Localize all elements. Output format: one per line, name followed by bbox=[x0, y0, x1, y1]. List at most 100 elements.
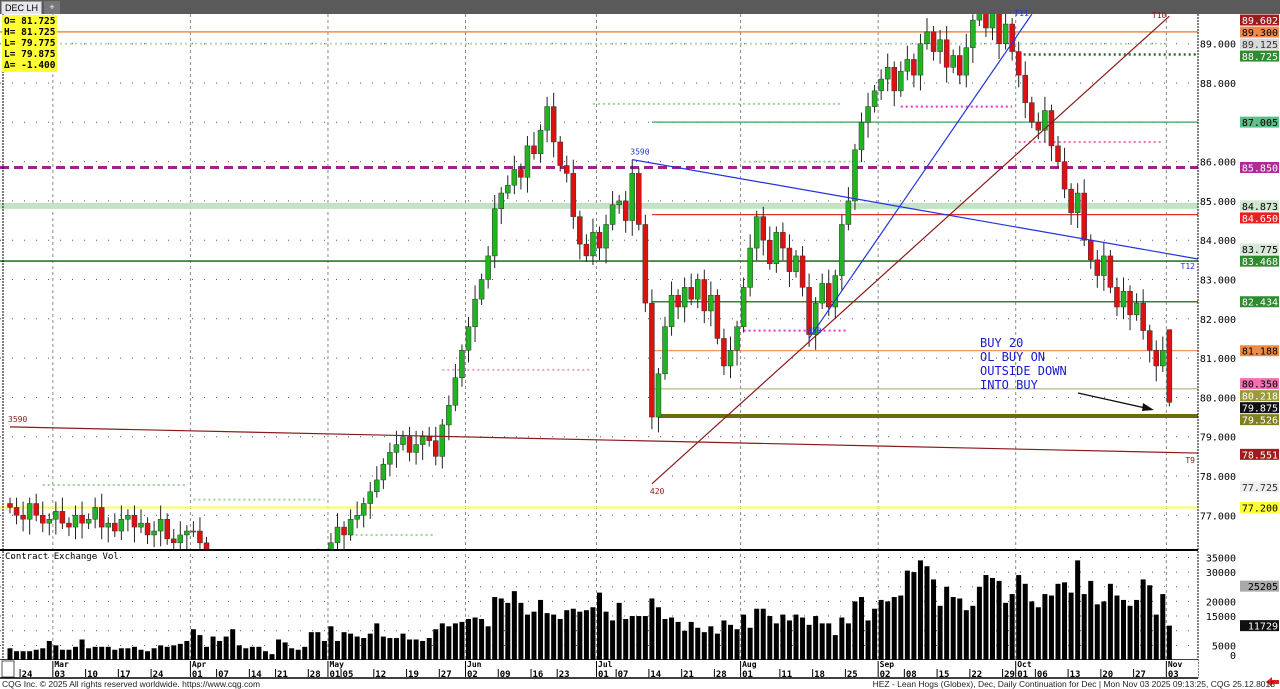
volume-bar[interactable] bbox=[1022, 583, 1028, 660]
volume-bar[interactable] bbox=[1048, 595, 1054, 660]
volume-bar[interactable] bbox=[1166, 625, 1172, 660]
volume-bar[interactable] bbox=[800, 617, 806, 660]
volume-bar[interactable] bbox=[1121, 599, 1126, 660]
candle[interactable] bbox=[53, 511, 59, 520]
candle[interactable] bbox=[419, 436, 426, 445]
candle[interactable] bbox=[721, 338, 727, 367]
candle[interactable] bbox=[675, 294, 681, 308]
volume-bar[interactable] bbox=[262, 651, 268, 660]
volume-bar[interactable] bbox=[341, 632, 347, 660]
candle[interactable] bbox=[347, 518, 354, 536]
candle[interactable] bbox=[767, 239, 773, 265]
volume-bar[interactable] bbox=[105, 646, 111, 660]
volume-bar[interactable] bbox=[46, 640, 52, 660]
volume-bar[interactable] bbox=[531, 611, 537, 660]
candle[interactable] bbox=[511, 169, 518, 186]
candle[interactable] bbox=[518, 169, 524, 178]
volume-bar[interactable] bbox=[177, 643, 183, 660]
volume-bar[interactable] bbox=[315, 632, 321, 660]
volume-bar[interactable] bbox=[223, 636, 229, 660]
candle[interactable] bbox=[20, 515, 26, 520]
volume-bar[interactable] bbox=[446, 626, 452, 660]
volume-bar[interactable] bbox=[158, 645, 164, 660]
volume-bar[interactable] bbox=[230, 629, 236, 660]
volume-bar[interactable] bbox=[492, 597, 498, 660]
candle[interactable] bbox=[190, 530, 197, 533]
candle[interactable] bbox=[400, 436, 406, 445]
volume-bar[interactable] bbox=[662, 618, 668, 660]
candle[interactable] bbox=[884, 67, 891, 80]
volume-bar[interactable] bbox=[917, 560, 923, 660]
volume-bar[interactable] bbox=[367, 633, 373, 660]
volume-bar[interactable] bbox=[472, 617, 478, 660]
candle[interactable] bbox=[112, 522, 118, 532]
volume-bar[interactable] bbox=[557, 618, 563, 660]
volume-bar[interactable] bbox=[924, 566, 930, 660]
volume-bar[interactable] bbox=[806, 624, 812, 660]
volume-bar[interactable] bbox=[413, 639, 419, 660]
candle[interactable] bbox=[131, 515, 138, 528]
volume-bar[interactable] bbox=[1107, 583, 1113, 660]
candle[interactable] bbox=[917, 43, 924, 76]
volume-bar[interactable] bbox=[891, 597, 897, 660]
candle[interactable] bbox=[26, 503, 33, 520]
candle[interactable] bbox=[79, 515, 85, 524]
volume-bar[interactable] bbox=[407, 639, 413, 660]
candle[interactable] bbox=[157, 518, 164, 532]
volume-bar[interactable] bbox=[112, 649, 118, 660]
candle[interactable] bbox=[1146, 330, 1153, 351]
candle[interactable] bbox=[1114, 287, 1120, 308]
candle[interactable] bbox=[708, 294, 714, 312]
volume-bar[interactable] bbox=[40, 648, 46, 660]
candle[interactable] bbox=[1140, 302, 1146, 331]
volume-bar[interactable] bbox=[86, 648, 92, 660]
volume-bar[interactable] bbox=[479, 618, 485, 660]
add-tab-button[interactable]: + bbox=[44, 1, 60, 14]
candle[interactable] bbox=[1074, 192, 1081, 213]
volume-bar[interactable] bbox=[957, 598, 963, 660]
candle[interactable] bbox=[642, 224, 649, 304]
volume-bar[interactable] bbox=[145, 651, 151, 660]
volume-bar[interactable] bbox=[649, 598, 655, 660]
candle[interactable] bbox=[544, 106, 550, 131]
candle[interactable] bbox=[957, 55, 963, 76]
volume-bar[interactable] bbox=[518, 602, 524, 660]
candle[interactable] bbox=[1009, 23, 1015, 52]
candle[interactable] bbox=[439, 424, 446, 457]
candle[interactable] bbox=[688, 287, 694, 300]
candle[interactable] bbox=[33, 503, 39, 516]
volume-bar[interactable] bbox=[524, 614, 530, 660]
volume-bar[interactable] bbox=[321, 640, 327, 660]
volume-bar[interactable] bbox=[786, 620, 792, 660]
volume-bar[interactable] bbox=[1003, 602, 1009, 660]
candle[interactable] bbox=[505, 184, 511, 194]
candle[interactable] bbox=[649, 302, 655, 418]
volume-bar[interactable] bbox=[839, 617, 845, 660]
candle[interactable] bbox=[1048, 110, 1055, 147]
volume-bar[interactable] bbox=[1160, 594, 1166, 660]
volume-bar[interactable] bbox=[931, 579, 937, 660]
volume-bar[interactable] bbox=[577, 611, 583, 660]
candle[interactable] bbox=[734, 326, 740, 351]
candle[interactable] bbox=[13, 507, 20, 516]
volume-bar[interactable] bbox=[813, 616, 819, 660]
candle[interactable] bbox=[1127, 291, 1133, 316]
candle[interactable] bbox=[878, 78, 884, 92]
candle[interactable] bbox=[459, 349, 465, 378]
volume-bar[interactable] bbox=[33, 649, 39, 660]
candle[interactable] bbox=[662, 326, 668, 375]
volume-bar[interactable] bbox=[426, 638, 432, 660]
candle[interactable] bbox=[171, 538, 177, 544]
candle[interactable] bbox=[550, 106, 557, 143]
volume-bar[interactable] bbox=[845, 623, 851, 660]
volume-bar[interactable] bbox=[27, 651, 33, 660]
candle[interactable] bbox=[1068, 188, 1074, 213]
candle[interactable] bbox=[898, 70, 904, 92]
candle[interactable] bbox=[760, 216, 766, 241]
candle[interactable] bbox=[446, 405, 452, 426]
volume-bar[interactable] bbox=[217, 640, 223, 660]
volume-bar[interactable] bbox=[859, 597, 864, 660]
candle[interactable] bbox=[812, 302, 819, 335]
volume-bar[interactable] bbox=[872, 608, 878, 660]
candle[interactable] bbox=[1153, 349, 1159, 367]
